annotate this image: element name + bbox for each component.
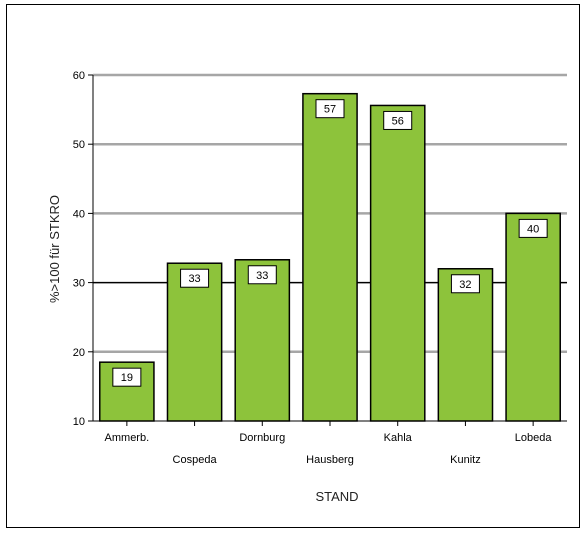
data-label: 33: [256, 270, 268, 282]
y-tick-label: 20: [73, 347, 85, 359]
data-label-box: [450, 274, 480, 294]
data-label-box: [315, 99, 345, 119]
data-label: 19: [121, 372, 133, 384]
category-label: Kahla: [384, 432, 413, 444]
data-label: 56: [392, 115, 404, 127]
labels: 10 20 30 40 50 60 Ammerb. 19 Cospeda 33 Dornburg 33…: [73, 70, 553, 466]
axes: [88, 74, 567, 426]
y-tick-label: 60: [73, 70, 85, 82]
x-axis-title: STAND: [315, 489, 358, 504]
bar-hausberg: [302, 92, 358, 422]
bar-chart: 10 20 30 40 50 60 Ammerb. 19 Cospeda 33 Dornburg 33…: [47, 70, 567, 504]
category-label: Hausberg: [306, 454, 354, 466]
bars: [99, 92, 561, 422]
data-label: 57: [324, 104, 336, 116]
category-label: Ammerb.: [105, 432, 150, 444]
y-tick-label: 40: [73, 208, 85, 220]
bar-kunitz: [437, 268, 494, 422]
data-label-box: [518, 218, 548, 238]
y-tick-label: 10: [73, 416, 85, 428]
category-label: Kunitz: [450, 454, 481, 466]
y-tick-label: 50: [73, 139, 85, 151]
data-label: 40: [527, 223, 539, 235]
data-label: 32: [459, 279, 471, 291]
category-label: Cospeda: [173, 454, 218, 466]
y-axis-title: %>100 für STKRO: [47, 195, 62, 303]
data-label: 33: [188, 273, 200, 285]
bar-kahla: [369, 104, 426, 422]
data-label-box: [383, 110, 413, 130]
category-label: Lobeda: [515, 432, 553, 444]
chart-frame: 10 20 30 40 50 60 Ammerb. 19 Cospeda 33 Dornburg 33…: [6, 4, 580, 528]
bar-lobeda: [505, 212, 561, 422]
y-tick-label: 30: [73, 278, 85, 290]
category-label: Dornburg: [239, 432, 285, 444]
data-label-box: [180, 268, 210, 288]
data-label-box: [112, 367, 142, 387]
data-label-box: [247, 265, 277, 285]
bar-dornburg: [234, 259, 291, 422]
